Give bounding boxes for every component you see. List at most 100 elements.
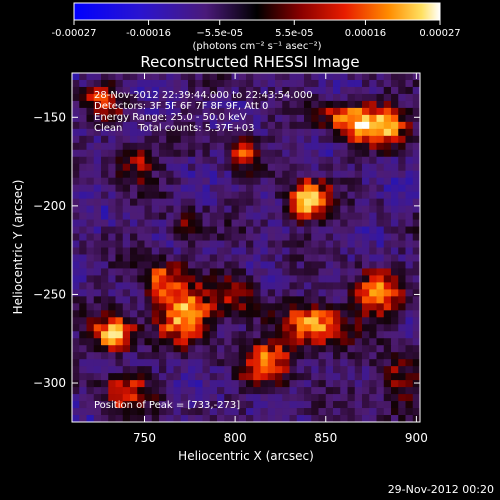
heatmap-cell [86,114,95,123]
heatmap-cell [144,345,153,353]
heatmap-cell [159,170,167,179]
heatmap-cell [101,394,109,402]
heatmap-cell [347,345,356,353]
heatmap-cell [282,170,290,179]
heatmap-cell [304,156,312,165]
heatmap-cell [231,394,240,402]
heatmap-cell [93,107,102,116]
heatmap-cell [122,275,131,283]
heatmap-cell [101,212,109,220]
heatmap-cell [101,373,109,381]
heatmap-cell [115,177,124,186]
heatmap-cell [144,394,153,402]
heatmap-cell [195,338,203,346]
heatmap-cell [246,205,254,213]
heatmap-cell [173,184,182,193]
heatmap-cell [108,380,116,388]
heatmap-cell [86,275,95,283]
heatmap-cell [108,415,116,422]
heatmap-cell [253,324,261,332]
heatmap-cell [202,86,211,95]
heatmap-cell [391,233,399,241]
heatmap-cell [122,303,131,311]
heatmap-cell [101,114,109,123]
heatmap-cell [325,79,334,88]
heatmap-cell [166,114,174,123]
heatmap-cell [325,170,334,179]
heatmap-cell [195,408,203,416]
heatmap-cell [275,170,283,179]
heatmap-cell [412,366,420,374]
heatmap-cell [275,282,283,290]
heatmap-cell [260,289,269,297]
heatmap-cell [188,373,196,381]
heatmap-cell [79,275,87,283]
heatmap-cell [267,268,276,276]
heatmap-cell [369,408,377,416]
heatmap-cell [391,317,399,325]
heatmap-cell [282,149,290,158]
heatmap-cell [318,317,327,325]
heatmap-cell [101,415,109,422]
heatmap-cell [144,380,153,388]
heatmap-cell [137,191,145,200]
heatmap-cell [180,352,189,360]
heatmap-cell [166,394,174,402]
heatmap-cell [101,205,109,213]
heatmap-cell [217,380,225,388]
heatmap-cell [115,107,124,116]
heatmap-cell [304,198,312,207]
heatmap-cell [202,275,211,283]
heatmap-cell [180,324,189,332]
heatmap-cell [231,282,240,290]
heatmap-cell [159,289,167,297]
heatmap-cell [122,415,131,422]
heatmap-cell [289,345,298,353]
heatmap-cell [101,93,109,102]
colorbar-unit-label: (photons cm⁻² s⁻¹ asec⁻²) [192,41,321,52]
heatmap-cell [347,184,356,193]
heatmap-cell [296,135,305,144]
heatmap-cell [79,296,87,304]
heatmap-cell [376,247,385,255]
heatmap-cell [391,408,399,416]
heatmap-cell [166,226,174,234]
heatmap-cell [347,324,356,332]
heatmap-cell [383,198,392,207]
heatmap-cell [195,212,203,220]
heatmap-cell [130,331,138,339]
heatmap-cell [180,380,189,388]
heatmap-cell [188,324,196,332]
heatmap-cell [275,79,283,88]
heatmap-cell [209,219,218,227]
heatmap-cell [412,387,420,395]
heatmap-cell [173,310,182,318]
heatmap-cell [72,373,80,381]
heatmap-cell [282,86,290,95]
heatmap-cell [289,219,298,227]
heatmap-cell [137,212,145,220]
heatmap-cell [173,170,182,179]
heatmap-cell [101,338,109,346]
heatmap-cell [217,317,225,325]
heatmap-cell [391,107,399,116]
heatmap-cell [383,86,392,95]
heatmap-cell [151,142,160,151]
heatmap-cell [391,380,399,388]
heatmap-cell [333,275,341,283]
heatmap-cell [137,282,145,290]
heatmap-cell [144,177,153,186]
heatmap-cell [398,282,406,290]
heatmap-cell [354,268,363,276]
heatmap-cell [340,296,348,304]
heatmap-cell [362,142,370,151]
heatmap-cell [86,73,95,81]
heatmap-cell [383,366,392,374]
heatmap-cell [412,93,420,102]
heatmap-cell [151,268,160,276]
heatmap-cell [144,401,153,409]
heatmap-cell [122,338,131,346]
heatmap-cell [195,219,203,227]
heatmap-cell [151,79,160,88]
heatmap-cell [412,303,420,311]
